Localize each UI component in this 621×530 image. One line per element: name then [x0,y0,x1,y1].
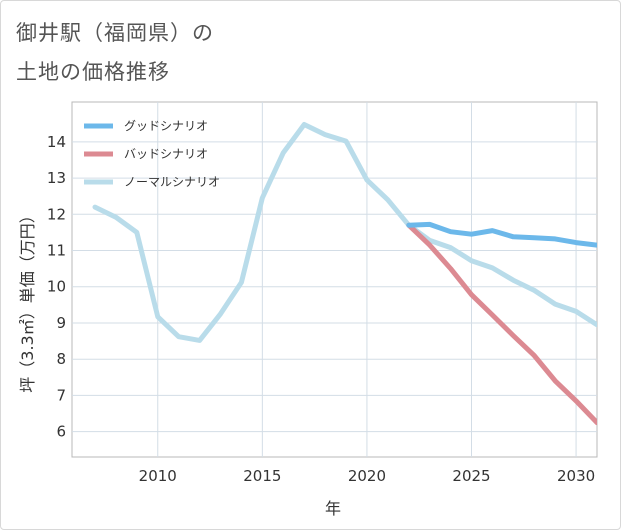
chart-title-line2: 土地の価格推移 [16,60,170,84]
y-tick-label: 10 [47,278,66,296]
y-tick-label: 13 [47,169,66,187]
chart-title-line1: 御井駅（福岡県）の [16,21,214,45]
y-tick-label: 9 [56,314,66,332]
y-tick-label: 8 [56,350,66,368]
plot-area-border [71,101,598,458]
y-tick-label: 11 [47,242,66,260]
y-tick-label: 14 [47,133,66,151]
x-tick-label: 2030 [557,467,595,485]
y-tick-label: 6 [56,423,66,441]
y-axis-label: 坪（3.3㎡）単価（万円） [18,207,37,392]
x-tick-label: 2020 [348,467,386,485]
y-tick-label: 7 [56,386,66,404]
legend-label-2: ノーマルシナリオ [124,175,220,189]
y-tick-labels: 6 7 8 9 10 11 12 13 14 [47,133,66,441]
grid-lines [72,102,597,457]
legend-label-0: グッドシナリオ [124,119,208,133]
y-tick-label: 12 [47,205,66,223]
x-axis-label: 年 [325,499,341,518]
x-tick-label: 2025 [452,467,490,485]
series-line-2 [92,122,597,343]
series-line-0 [406,221,597,248]
x-tick-label: 2010 [139,467,177,485]
series-line-1 [406,222,597,426]
x-tick-labels: 2010 2015 2020 2025 2030 [139,467,596,485]
legend-label-1: バッドシナリオ [124,147,208,161]
x-tick-label: 2015 [243,467,281,485]
series-lines [92,122,597,426]
